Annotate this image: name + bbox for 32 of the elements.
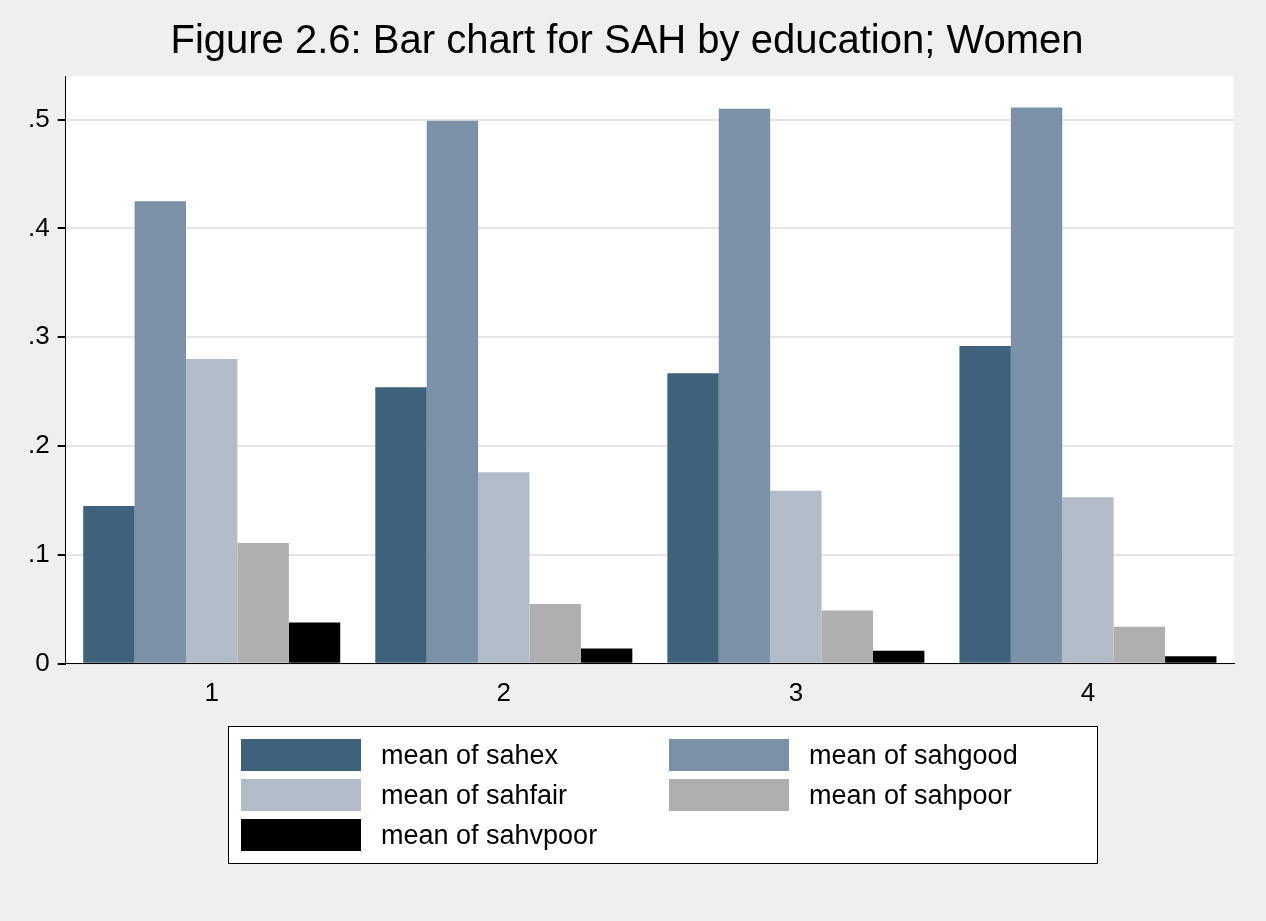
y-tick-label: .2 bbox=[28, 429, 50, 460]
y-tick-label: .3 bbox=[28, 320, 50, 351]
bar bbox=[1010, 107, 1063, 663]
bar bbox=[375, 387, 427, 663]
bar bbox=[237, 542, 289, 663]
y-tick-label: .1 bbox=[28, 538, 50, 569]
bar bbox=[1062, 497, 1114, 663]
bar bbox=[83, 505, 135, 663]
chart-title: Figure 2.6: Bar chart for SAH by education; Women bbox=[170, 17, 1084, 62]
y-tick-label: 0 bbox=[35, 646, 50, 677]
bar bbox=[186, 359, 238, 663]
bar bbox=[426, 120, 479, 663]
legend-label: mean of sahfair bbox=[381, 779, 568, 811]
legend-label: mean of sahvpoor bbox=[381, 819, 598, 851]
legend-label: mean of sahex bbox=[381, 739, 559, 771]
legend-label: mean of sahgood bbox=[809, 739, 1018, 771]
y-tick-label: .4 bbox=[28, 211, 50, 242]
x-tick-label: 4 bbox=[1080, 676, 1096, 707]
x-tick-label: 2 bbox=[496, 676, 512, 707]
bar bbox=[1113, 626, 1166, 663]
bar bbox=[770, 490, 822, 663]
bar bbox=[959, 345, 1011, 663]
legend-label: mean of sahpoor bbox=[809, 779, 1012, 811]
bar bbox=[821, 610, 873, 663]
bar bbox=[134, 201, 187, 663]
y-tick-label: .5 bbox=[28, 102, 50, 133]
x-tick-label: 1 bbox=[204, 676, 219, 707]
x-tick-label: 3 bbox=[788, 676, 804, 707]
bar bbox=[529, 603, 581, 663]
bar bbox=[718, 108, 771, 663]
bar bbox=[478, 472, 530, 663]
bar bbox=[667, 373, 719, 663]
